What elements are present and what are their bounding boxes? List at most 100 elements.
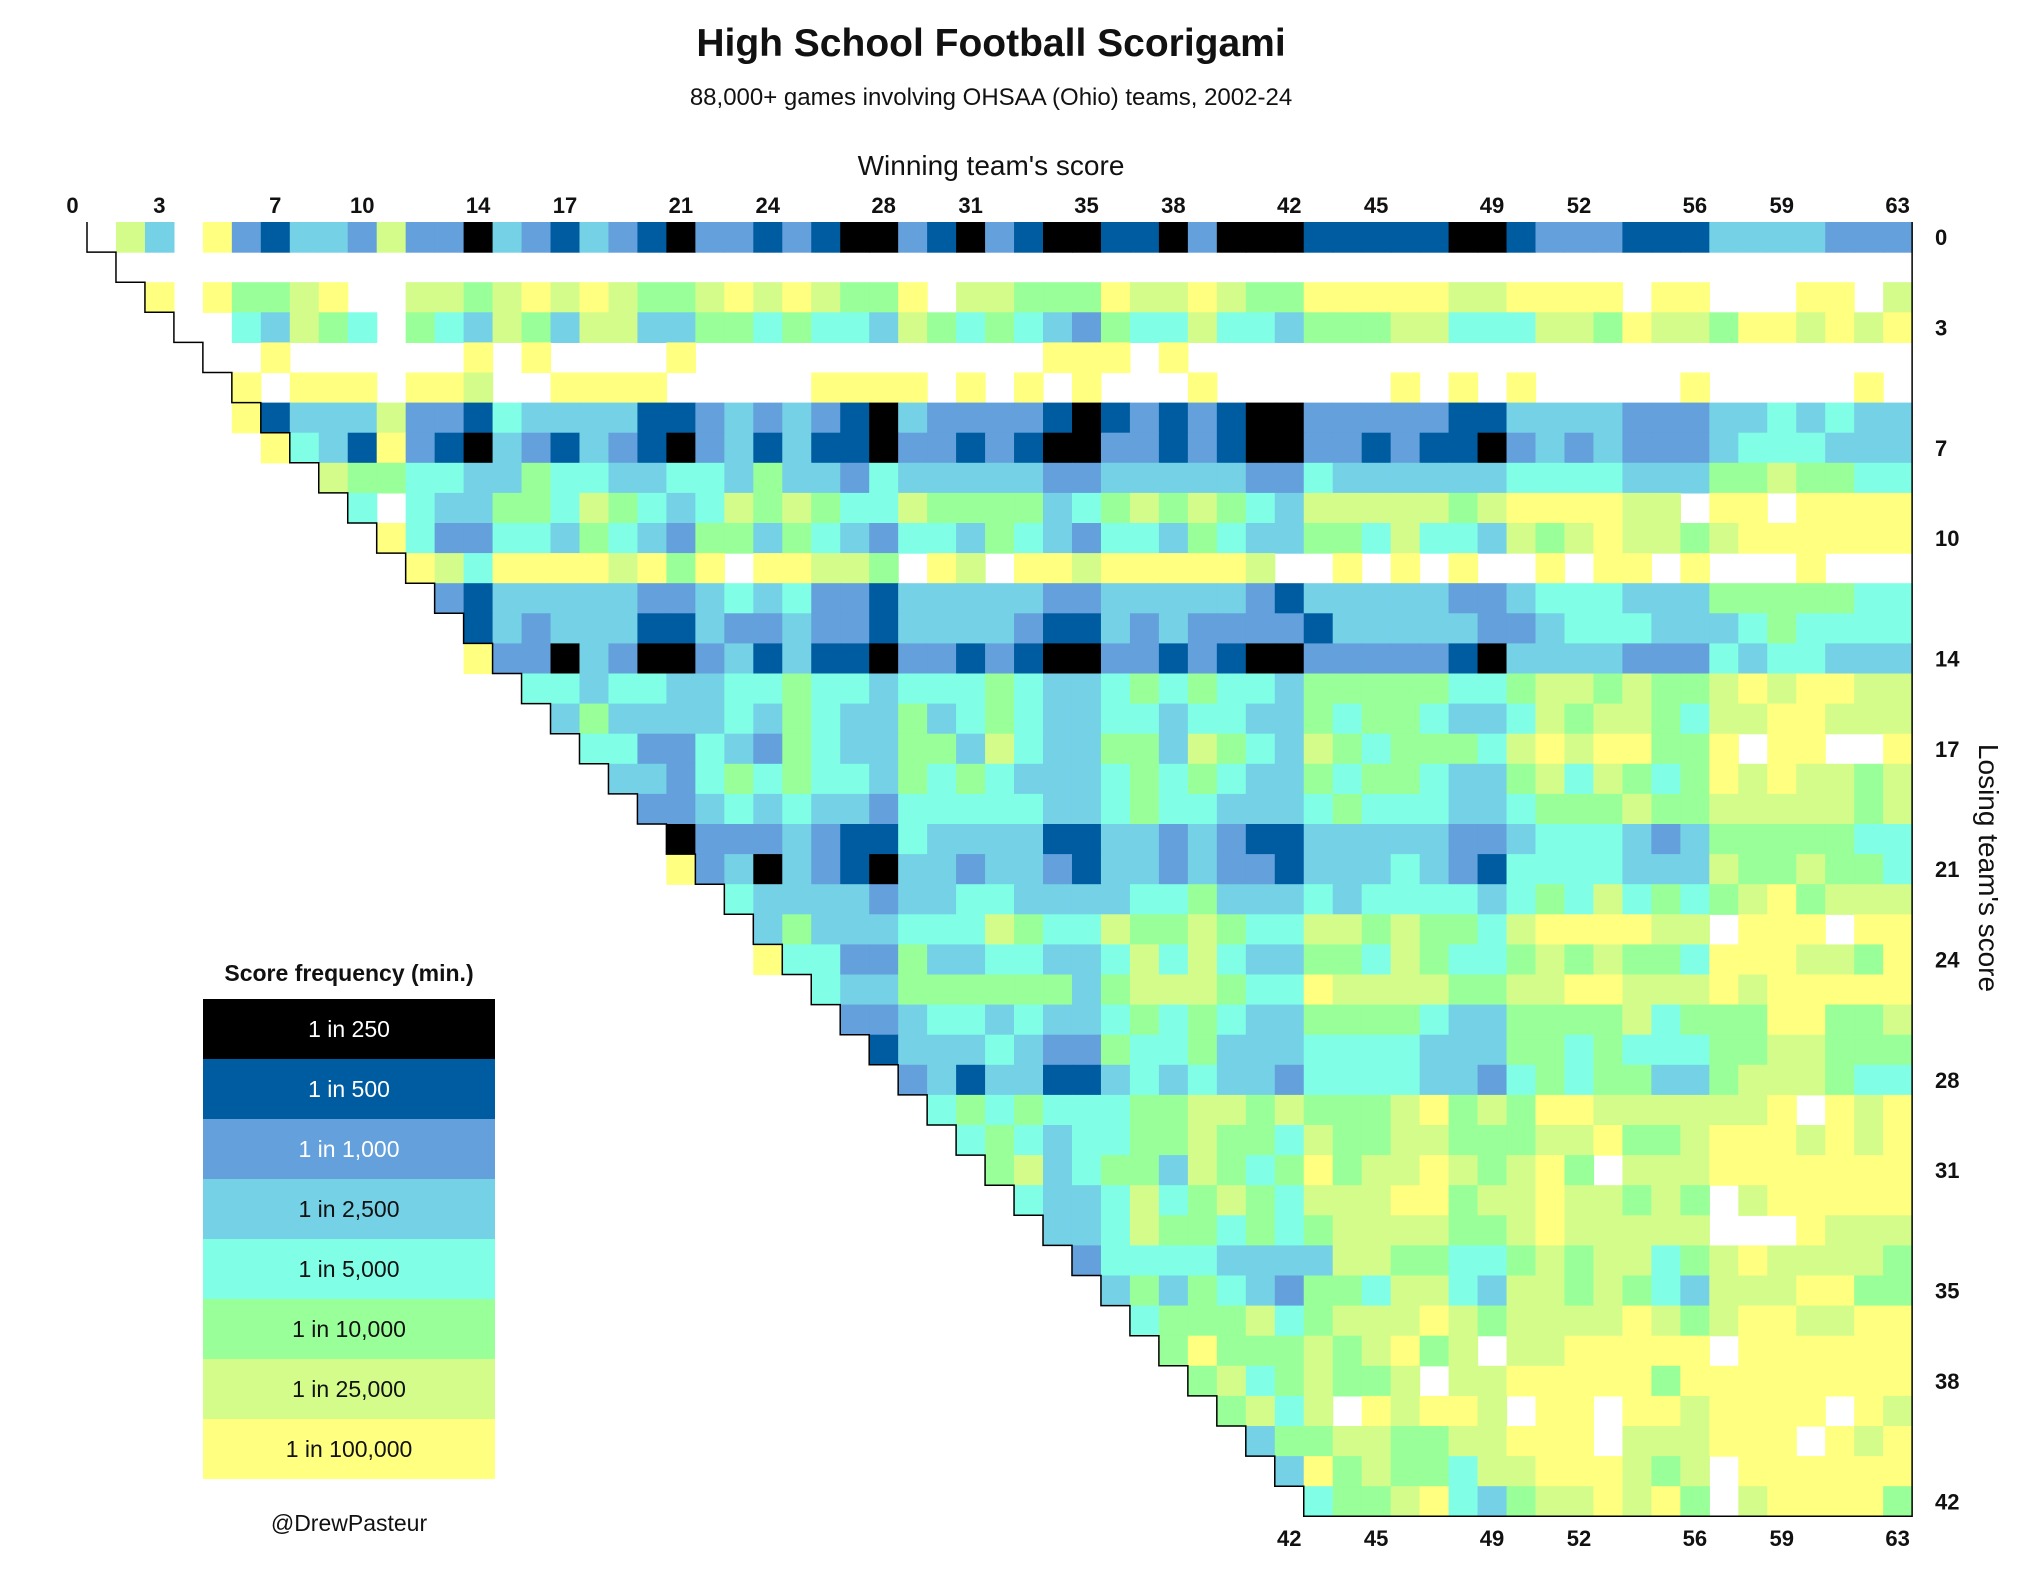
heatmap-cell — [1419, 854, 1450, 885]
heatmap-cell — [1709, 432, 1739, 464]
heatmap-cell — [1767, 1094, 1797, 1126]
heatmap-cell — [637, 763, 667, 795]
heatmap-cell — [1303, 1245, 1334, 1277]
heatmap-cell — [1303, 613, 1334, 644]
heatmap-cell — [666, 854, 696, 885]
heatmap-cell — [1332, 1335, 1363, 1367]
heatmap-cell — [1014, 1125, 1044, 1156]
heatmap-cell — [289, 312, 320, 343]
heatmap-cell — [753, 703, 783, 735]
heatmap-cell — [840, 372, 870, 404]
heatmap-cell — [1506, 643, 1537, 675]
heatmap-cell — [1506, 1034, 1537, 1066]
heatmap-cell — [724, 854, 754, 885]
heatmap-cell — [463, 222, 494, 253]
heatmap-cell — [1651, 1395, 1681, 1427]
heatmap-cell — [1100, 1064, 1131, 1096]
heatmap-cell — [1796, 763, 1826, 795]
heatmap-cell — [1448, 643, 1479, 675]
heatmap-cell — [1738, 1456, 1768, 1487]
heatmap-cell — [1854, 583, 1884, 614]
heatmap-cell — [1303, 312, 1334, 343]
heatmap-cell — [898, 854, 928, 885]
heatmap-cell — [1651, 974, 1681, 1006]
heatmap-cell — [1014, 372, 1044, 404]
heatmap-cell — [1332, 914, 1363, 945]
heatmap-cell — [1187, 944, 1218, 976]
heatmap-cell — [1883, 312, 1913, 343]
heatmap-cell — [1014, 553, 1044, 584]
heatmap-cell — [1187, 432, 1218, 464]
heatmap-cell — [985, 1034, 1015, 1066]
heatmap-cell — [1158, 432, 1189, 464]
heatmap-cell — [434, 222, 465, 253]
heatmap-cell — [1158, 342, 1189, 374]
heatmap-cell — [1216, 974, 1247, 1006]
heatmap-cell — [1593, 1094, 1624, 1126]
heatmap-cell — [1043, 613, 1073, 644]
heatmap-cell — [956, 763, 986, 795]
heatmap-cell — [811, 222, 841, 253]
heatmap-cell — [579, 703, 610, 735]
heatmap-cell — [608, 733, 639, 765]
heatmap-cell — [1651, 763, 1681, 795]
heatmap-cell — [1535, 402, 1566, 434]
heatmap-cell — [956, 673, 986, 705]
heatmap-cell — [840, 553, 870, 584]
heatmap-cell — [666, 312, 696, 343]
heatmap-cell — [1651, 1034, 1681, 1066]
heatmap-cell — [1361, 1245, 1392, 1277]
heatmap-cell — [1014, 1064, 1044, 1096]
heatmap-cell — [1129, 402, 1160, 434]
heatmap-cell — [1651, 312, 1681, 343]
heatmap-cell — [231, 222, 262, 253]
heatmap-cell — [1796, 492, 1826, 524]
heatmap-cell — [1651, 1064, 1681, 1096]
heatmap-cell — [463, 432, 494, 464]
heatmap-cell — [1158, 312, 1189, 343]
heatmap-cell — [1332, 462, 1363, 494]
heatmap-cell — [1419, 1004, 1450, 1036]
heatmap-cell — [1506, 854, 1537, 885]
heatmap-cell — [1303, 643, 1334, 675]
heatmap-cell — [1506, 763, 1537, 795]
heatmap-cell — [1100, 763, 1131, 795]
heatmap-cell — [1477, 1215, 1508, 1246]
heatmap-cell — [579, 492, 610, 524]
heatmap-cell — [898, 1064, 928, 1096]
x-tick-label-top: 63 — [1885, 193, 1909, 218]
heatmap-cell — [1043, 854, 1073, 885]
heatmap-cell — [1274, 884, 1305, 915]
heatmap-cell — [724, 703, 754, 735]
heatmap-cell — [1187, 733, 1218, 765]
heatmap-cell — [840, 824, 870, 855]
heatmap-cell — [1361, 1155, 1392, 1186]
heatmap-cell — [898, 282, 928, 313]
heatmap-cell — [1883, 944, 1913, 976]
heatmap-cell — [1825, 492, 1855, 524]
heatmap-cell — [1216, 222, 1247, 253]
heatmap-cell — [608, 402, 639, 434]
heatmap-cell — [1564, 1486, 1595, 1517]
heatmap-cell — [753, 944, 783, 976]
heatmap-cell — [869, 282, 899, 313]
heatmap-cell — [1651, 884, 1681, 915]
heatmap-cell — [260, 402, 291, 434]
heatmap-cell — [1419, 1185, 1450, 1216]
heatmap-cell — [1651, 793, 1681, 825]
heatmap-cell — [1796, 854, 1826, 885]
heatmap-cell — [1593, 1004, 1624, 1036]
heatmap-cell — [898, 372, 928, 404]
heatmap-cell — [1709, 1245, 1739, 1277]
heatmap-cell — [1245, 1215, 1276, 1246]
heatmap-cell — [1680, 613, 1710, 644]
heatmap-cell — [1158, 402, 1189, 434]
heatmap-cell — [1796, 1004, 1826, 1036]
heatmap-cell — [666, 673, 696, 705]
heatmap-cell — [1564, 1004, 1595, 1036]
heatmap-cell — [1100, 974, 1131, 1006]
heatmap-cell — [898, 673, 928, 705]
heatmap-cell — [1216, 884, 1247, 915]
heatmap-cell — [927, 222, 957, 253]
heatmap-cell — [1535, 1335, 1566, 1367]
